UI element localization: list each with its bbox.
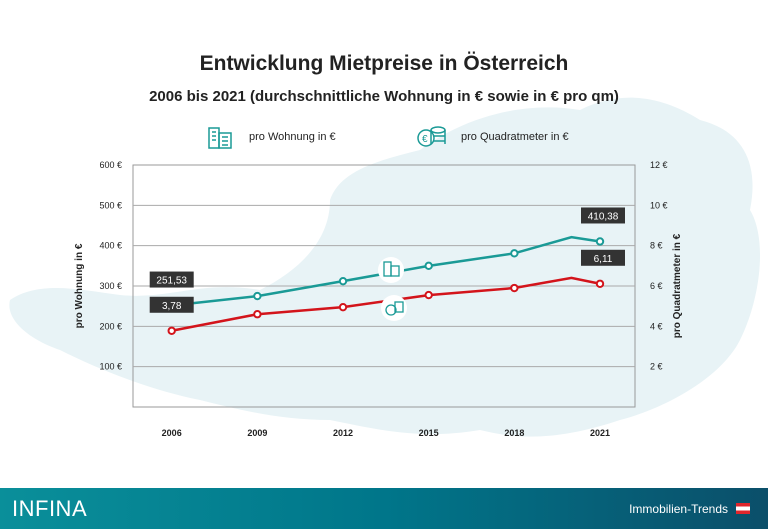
- data-point: [595, 237, 605, 246]
- x-tick-label: 2018: [504, 428, 524, 438]
- x-tick-label: 2021: [590, 428, 610, 438]
- data-point: [595, 279, 605, 288]
- x-tick-label: 2012: [333, 428, 353, 438]
- footer-bar: INFINA Immobilien-Trends: [0, 488, 768, 529]
- y-tick-label: 600 €: [99, 160, 122, 170]
- legend-label: pro Wohnung in €: [249, 131, 336, 143]
- coins-icon: €: [417, 126, 446, 147]
- y-tick-label: 500 €: [99, 200, 122, 210]
- coins-icon: [394, 301, 404, 313]
- data-label-box: [149, 271, 194, 288]
- data-point: [338, 302, 348, 312]
- building-icon: [390, 265, 400, 277]
- y-tick-label: 300 €: [99, 281, 122, 291]
- y-tick-label: 400 €: [99, 241, 122, 251]
- data-label: 410,38: [588, 211, 619, 222]
- legend-label: pro Quadratmeter in €: [461, 131, 569, 143]
- data-label-box: [581, 249, 625, 266]
- y-tick-label: 100 €: [99, 362, 122, 372]
- data-point: [338, 276, 348, 286]
- data-point: [424, 290, 433, 300]
- chart-title: Entwicklung Mietpreise in Österreich: [199, 52, 569, 75]
- y-axis-label: pro Wohnung in €: [74, 243, 85, 328]
- legend-item-wohnung: pro Wohnung in €: [205, 124, 336, 150]
- x-tick-label: 2009: [247, 428, 267, 438]
- data-label-box: [581, 207, 625, 224]
- data-point: [167, 326, 176, 335]
- svg-text:€: €: [422, 134, 428, 145]
- footer-label: Immobilien-Trends: [629, 502, 728, 516]
- legend-item-quadratmeter: € pro Quadratmeter in €: [415, 124, 569, 150]
- y-right-tick-label: 8 €: [650, 241, 663, 251]
- y-right-tick-label: 4 €: [650, 321, 663, 331]
- data-point: [424, 261, 433, 271]
- x-tick-label: 2015: [419, 428, 439, 438]
- y-right-tick-label: 10 €: [650, 200, 668, 210]
- data-point: [510, 249, 519, 258]
- data-label: 6,11: [594, 254, 613, 265]
- infina-logo: INFINA: [12, 496, 88, 521]
- data-label: 3,78: [162, 301, 182, 312]
- y-tick-label: 200 €: [99, 321, 122, 331]
- line-chart: 100 € 200 € 300 € 400 € 500 € 600 € 2 € 4 € 6 € 8…: [74, 160, 683, 438]
- austria-flag-icon: [736, 503, 750, 514]
- chart-subtitle: 2006 bis 2021 (durchschnittliche Wohnung…: [149, 88, 619, 105]
- data-point: [510, 283, 519, 293]
- data-label: 251,53: [156, 276, 187, 287]
- coins-icon: [385, 304, 397, 316]
- data-label-box: [149, 296, 194, 313]
- data-point: [253, 310, 262, 319]
- x-tick-label: 2006: [162, 428, 182, 438]
- y-right-tick-label: 6 €: [650, 281, 663, 291]
- y-right-tick-label: 12 €: [650, 160, 668, 170]
- building-icon: [208, 127, 232, 149]
- y-right-axis-label: pro Quadratmeter in €: [672, 233, 683, 338]
- data-point: [253, 291, 262, 301]
- y-right-tick-label: 2 €: [650, 362, 663, 372]
